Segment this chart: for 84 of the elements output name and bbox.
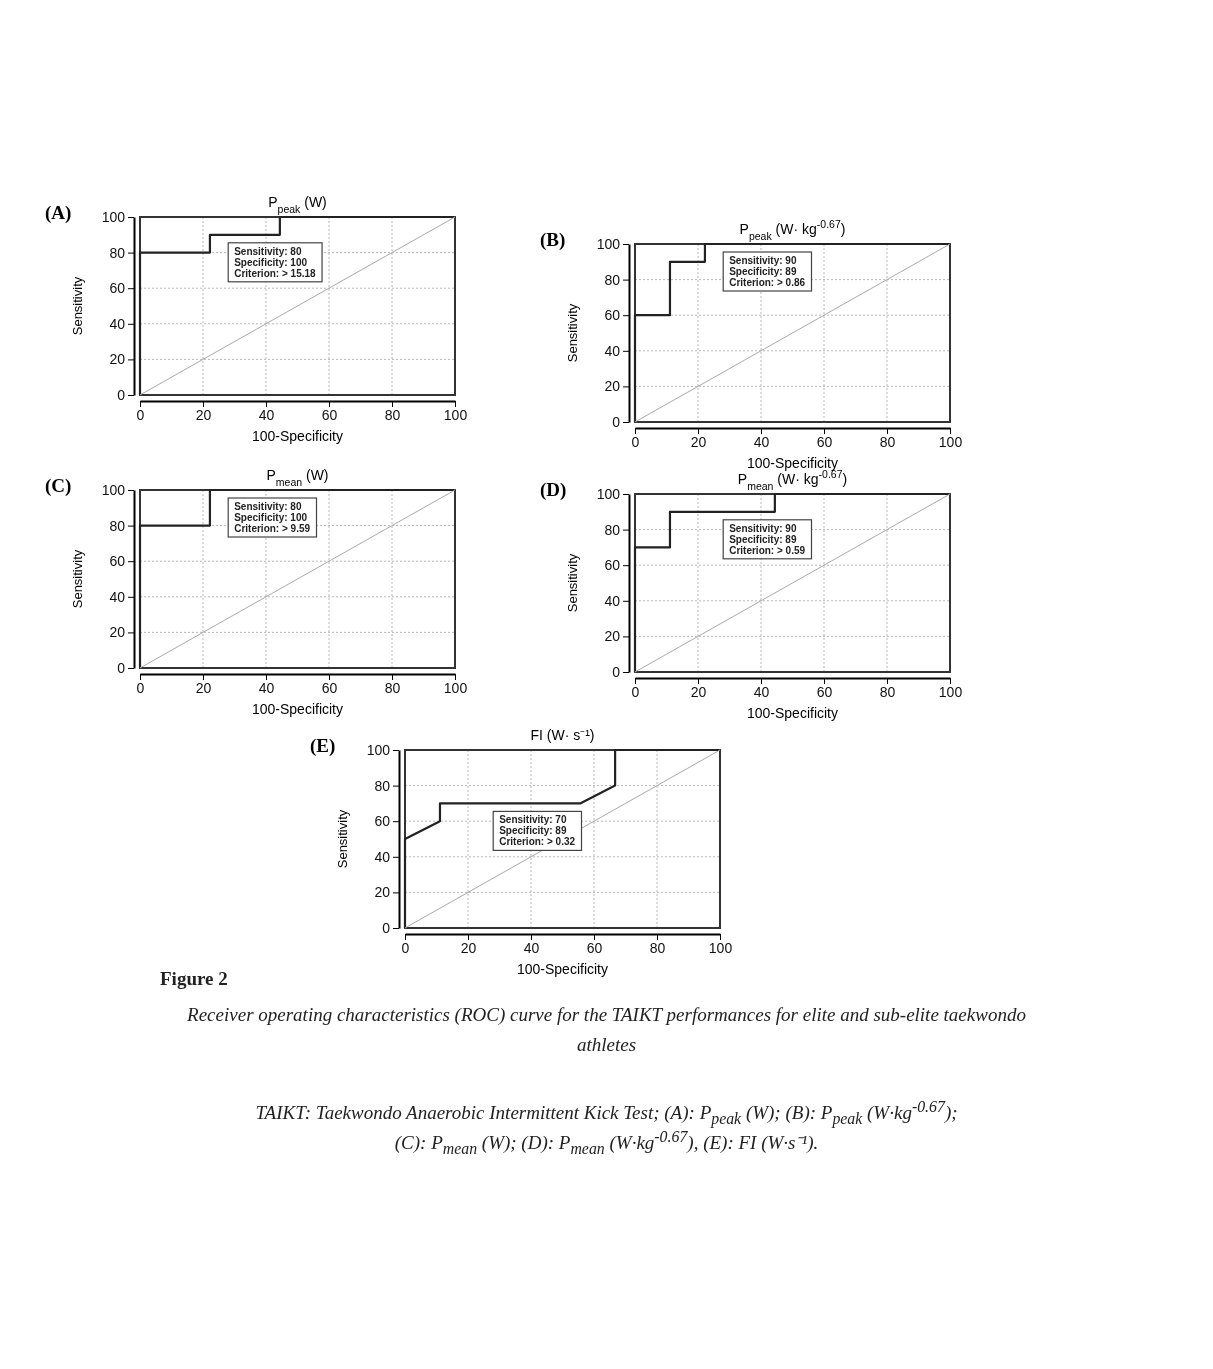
x-axis-title: 100-Specificity (746, 705, 839, 721)
x-tick-label: 40 (523, 939, 540, 956)
y-tick-label: 100 (596, 235, 621, 252)
y-tick-label: 20 (604, 378, 621, 395)
y-tick-label: 40 (109, 315, 126, 332)
y-axis-title: Sensitivity (70, 276, 85, 336)
x-tick-label: 40 (258, 679, 275, 696)
text: (C): P$_{mean}$ (W); (D): P$_{mean}$ (W·kg$^{-0.67}$), (E): FI (W·s⁻¹). (393, 1128, 820, 1159)
x-tick-label: 80 (649, 939, 666, 956)
text: (B) (540, 229, 566, 251)
x-tick-label: 60 (816, 683, 833, 700)
y-tick-label: 60 (109, 553, 126, 570)
x-axis-title: 100-Specificity (516, 961, 609, 977)
x-tick-label: 0 (631, 683, 640, 700)
y-tick-label: 60 (604, 307, 621, 324)
y-tick-label: 100 (596, 485, 621, 502)
y-tick-label: 60 (604, 557, 621, 574)
y-tick-label: 20 (374, 884, 391, 901)
annotation: Sensitivity: 80 Specificity: 100 Criterion: > 15.18 (234, 245, 317, 279)
x-axis-title: 100-Specificity (251, 701, 344, 717)
caption: Figure 2 (160, 968, 228, 990)
x-tick-label: 100 (443, 406, 468, 423)
y-tick-label: 60 (374, 813, 391, 830)
text: TAIKT: Taekwondo Anaerobic Intermittent Kick Test; (A): P$_{peak}$ (W); (B): P$_{peak}$ (W·kg$^{-0.67}$); (254, 1098, 959, 1129)
y-tick-label: 80 (109, 244, 126, 261)
x-tick-label: 40 (258, 406, 275, 423)
text: (D) (540, 479, 567, 501)
text: (C) (45, 475, 72, 497)
annotation: Sensitivity: 80 Specificity: 100 Criterion: > 9.59 (234, 501, 311, 534)
x-tick-label: 0 (631, 433, 640, 450)
y-tick-label: 20 (109, 624, 126, 641)
y-tick-label: 40 (374, 848, 391, 865)
x-tick-label: 60 (816, 433, 833, 450)
y-tick-label: 80 (374, 777, 391, 794)
chart-title: P$_{mean}$ (W) (266, 467, 329, 488)
x-tick-label: 100 (938, 433, 963, 450)
x-tick-label: 0 (401, 939, 410, 956)
chart-title: P$_{peak}$ (W) (268, 194, 327, 215)
y-tick-label: 40 (109, 588, 126, 605)
chart-title: P$_{peak}$ (W· kg$^{-0.67}$) (739, 218, 846, 242)
y-tick-label: 100 (101, 208, 126, 225)
y-axis-title: Sensitivity (335, 809, 350, 869)
x-tick-label: 20 (195, 679, 212, 696)
text: (A) (45, 202, 72, 224)
x-axis-title: 100-Specificity (251, 428, 344, 444)
x-tick-label: 20 (690, 433, 707, 450)
x-tick-label: 100 (938, 683, 963, 700)
y-tick-label: 20 (604, 628, 621, 645)
text: Receiver operating characteristics (ROC) curve for the TAIKT performances for elite and sub-elite taekwondo athletes (186, 1003, 1027, 1057)
y-axis-title: Sensitivity (565, 553, 580, 613)
x-tick-label: 20 (195, 406, 212, 423)
y-tick-label: 40 (604, 592, 621, 609)
annotation: Sensitivity: 90 Specificity: 89 Criterion: > 0.59 (729, 522, 806, 556)
x-tick-label: 40 (753, 683, 770, 700)
y-tick-label: 100 (101, 481, 126, 498)
x-tick-label: 60 (321, 406, 338, 423)
x-tick-label: 80 (879, 683, 896, 700)
x-tick-label: 20 (690, 683, 707, 700)
x-tick-label: 40 (753, 433, 770, 450)
chart-title: FI (W· s⁻¹) (530, 727, 595, 743)
x-tick-label: 60 (321, 679, 338, 696)
x-tick-label: 100 (708, 939, 733, 956)
y-tick-label: 0 (612, 663, 621, 680)
y-tick-label: 20 (109, 351, 126, 368)
x-axis-title: 100-Specificity (746, 455, 839, 471)
x-tick-label: 20 (460, 939, 477, 956)
y-tick-label: 100 (366, 741, 391, 758)
y-tick-label: 40 (604, 342, 621, 359)
y-tick-label: 80 (604, 521, 621, 538)
y-tick-label: 80 (604, 271, 621, 288)
annotation: Sensitivity: 70 Specificity: 89 Criterion: > 0.32 (499, 814, 576, 848)
x-tick-label: 100 (443, 679, 468, 696)
y-tick-label: 0 (382, 919, 391, 936)
x-tick-label: 80 (879, 433, 896, 450)
y-tick-label: 0 (117, 386, 126, 403)
y-axis-title: Sensitivity (565, 303, 580, 363)
annotation: Sensitivity: 90 Specificity: 89 Criterion: > 0.86 (729, 255, 806, 288)
y-axis-title: Sensitivity (70, 549, 85, 609)
x-tick-label: 0 (136, 406, 145, 423)
x-tick-label: 0 (136, 679, 145, 696)
y-tick-label: 60 (109, 280, 126, 297)
text: (E) (310, 735, 336, 757)
y-tick-label: 80 (109, 517, 126, 534)
y-tick-label: 0 (117, 659, 126, 676)
